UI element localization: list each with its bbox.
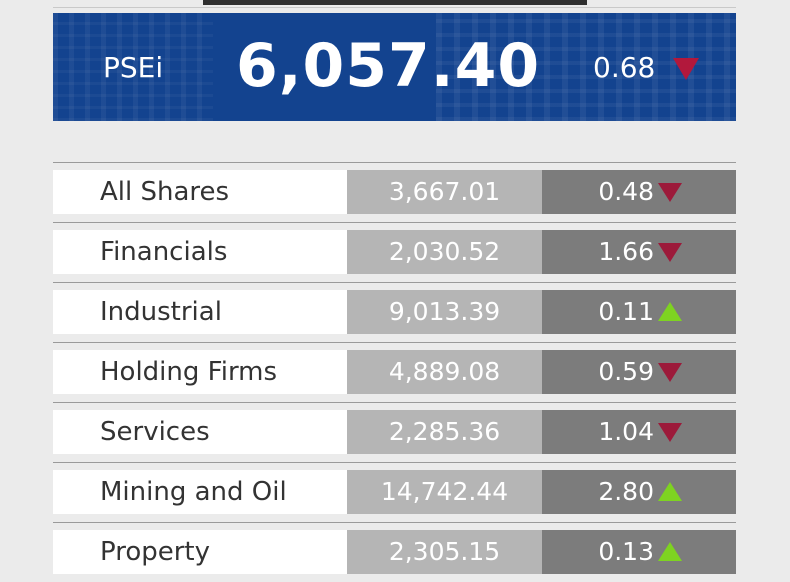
sector-change: 0.11: [542, 290, 736, 334]
index-change: 0.68: [593, 51, 656, 84]
sector-row: Holding Firms 4,889.08 0.59: [53, 350, 736, 394]
up-arrow-icon: [658, 302, 682, 321]
row-divider: [53, 522, 736, 523]
row-divider: [53, 462, 736, 463]
sector-change-value: 1.66: [598, 237, 654, 266]
row-divider: [53, 222, 736, 223]
index-value: 6,057.40: [236, 31, 541, 101]
sector-change-value: 0.13: [598, 537, 654, 566]
index-name: PSEi: [103, 51, 164, 84]
top-divider: [53, 7, 736, 8]
sector-change-value: 0.48: [598, 177, 654, 206]
row-divider: [53, 162, 736, 163]
sector-table: All Shares 3,667.01 0.48 Financials 2,030.52…: [53, 162, 736, 582]
down-arrow-icon: [658, 363, 682, 382]
banner-background-left: [53, 13, 213, 121]
down-arrow-icon: [658, 183, 682, 202]
sector-change-value: 2.80: [598, 477, 654, 506]
row-divider: [53, 342, 736, 343]
sector-row: Mining and Oil 14,742.44 2.80: [53, 470, 736, 514]
down-arrow-icon: [658, 243, 682, 262]
row-divider: [53, 282, 736, 283]
sector-name: Financials: [53, 230, 347, 274]
sector-value: 9,013.39: [347, 290, 542, 334]
sector-value: 2,285.36: [347, 410, 542, 454]
sector-name: Industrial: [53, 290, 347, 334]
sector-change: 1.04: [542, 410, 736, 454]
sector-row: Services 2,285.36 1.04: [53, 410, 736, 454]
psei-banner: PSEi 6,057.40 0.68: [53, 13, 736, 121]
sector-name: All Shares: [53, 170, 347, 214]
sector-change: 0.48: [542, 170, 736, 214]
sector-change: 0.59: [542, 350, 736, 394]
down-arrow-icon: [658, 423, 682, 442]
sector-value: 2,305.15: [347, 530, 542, 574]
sector-row: Property 2,305.15 0.13: [53, 530, 736, 574]
sector-change-value: 0.59: [598, 357, 654, 386]
row-divider: [53, 402, 736, 403]
sector-value: 3,667.01: [347, 170, 542, 214]
sector-row: Industrial 9,013.39 0.11: [53, 290, 736, 334]
sector-change: 2.80: [542, 470, 736, 514]
sector-value: 2,030.52: [347, 230, 542, 274]
sector-value: 4,889.08: [347, 350, 542, 394]
sector-name: Property: [53, 530, 347, 574]
sector-name: Services: [53, 410, 347, 454]
sector-change: 0.13: [542, 530, 736, 574]
top-accent-bar: [203, 0, 587, 5]
sector-change-value: 1.04: [598, 417, 654, 446]
sector-name: Mining and Oil: [53, 470, 347, 514]
sector-change-value: 0.11: [598, 297, 654, 326]
sector-value: 14,742.44: [347, 470, 542, 514]
up-arrow-icon: [658, 482, 682, 501]
sector-name: Holding Firms: [53, 350, 347, 394]
down-arrow-icon: [673, 58, 699, 80]
sector-row: All Shares 3,667.01 0.48: [53, 170, 736, 214]
sector-change: 1.66: [542, 230, 736, 274]
sector-row: Financials 2,030.52 1.66: [53, 230, 736, 274]
up-arrow-icon: [658, 542, 682, 561]
